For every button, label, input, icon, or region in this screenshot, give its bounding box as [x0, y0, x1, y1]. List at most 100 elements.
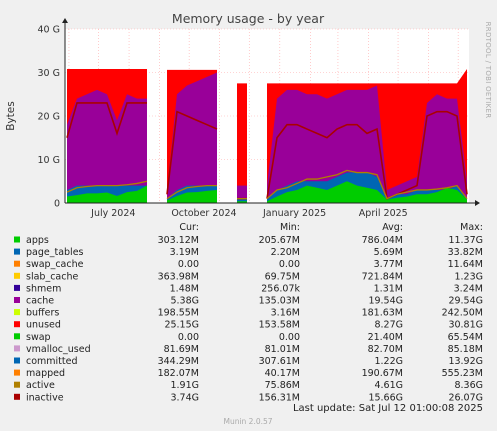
legend-value-cur: 0.00 — [178, 332, 199, 343]
legend-value-cur: 0.00 — [178, 259, 199, 270]
legend-value-avg: 1.31M — [374, 283, 403, 294]
series-area-cache — [267, 85, 467, 203]
legend-value-avg: 15.66G — [368, 392, 403, 403]
legend-value-cur: 1.91G — [170, 380, 199, 391]
legend: Cur: Min: Avg: Max: apps 303.12M 205.67M 786.04… — [14, 222, 483, 403]
legend-name: unused — [26, 320, 61, 331]
legend-value-cur: 3.74G — [170, 392, 199, 403]
series-line-active — [166, 184, 217, 200]
legend-value-avg: 19.54G — [368, 296, 403, 307]
legend-value-cur: 81.69M — [164, 344, 199, 355]
legend-value-cur: 1.48M — [170, 283, 199, 294]
legend-value-max: 1.23G — [454, 271, 483, 282]
x-tick-label: April 2025 — [359, 208, 408, 219]
y-tick-label: 40 G — [38, 25, 60, 36]
legend-value-cur: 3.19M — [170, 247, 199, 258]
legend-value-cur: 303.12M — [158, 235, 199, 246]
rrdtool-credit: RRDTOOL / TOBI OETIKER — [484, 22, 492, 119]
series-area-cache — [67, 89, 147, 203]
legend-name: committed — [26, 356, 78, 367]
legend-value-avg: 3.77M — [374, 259, 403, 270]
x-tick-label: October 2024 — [171, 208, 236, 219]
legend-name: inactive — [26, 392, 64, 403]
series-line-inactive — [266, 110, 468, 200]
axes: 0 10 G 20 G 30 G 40 G July 2024 October 2024 Ja… — [38, 18, 480, 219]
legend-value-avg: 4.61G — [374, 380, 403, 391]
series-line-active — [66, 180, 148, 193]
legend-swatch-inactive — [14, 393, 20, 400]
series-area-unused — [237, 83, 247, 203]
legend-name: vmalloc_used — [26, 344, 91, 355]
legend-swatch-swap_cache — [14, 260, 20, 267]
legend-value-min: 307.61M — [259, 356, 300, 367]
legend-name: active — [26, 380, 55, 391]
legend-swatch-mapped — [14, 369, 20, 376]
series-area-apps — [67, 185, 147, 203]
y-tick-label: 10 G — [38, 155, 60, 166]
legend-value-max: 242.50M — [442, 308, 483, 319]
legend-value-min: 256.07k — [261, 283, 300, 294]
legend-swatch-page_tables — [14, 248, 20, 255]
y-axis-arrow — [62, 18, 68, 23]
y-tick-label: 20 G — [38, 112, 60, 123]
series-area-apps — [267, 181, 467, 203]
legend-value-avg: 190.67M — [362, 368, 403, 379]
legend-value-min: 3.16M — [271, 308, 300, 319]
legend-value-max: 29.54G — [448, 296, 483, 307]
series-line-active — [266, 169, 468, 200]
legend-value-min: 156.31M — [259, 392, 300, 403]
legend-value-avg: 8.27G — [374, 320, 403, 331]
series-area-apps — [167, 189, 217, 203]
series-line-inactive — [166, 110, 218, 195]
legend-value-cur: 198.55M — [158, 308, 199, 319]
legend-value-max: 65.54M — [448, 332, 483, 343]
legend-value-avg: 721.84M — [362, 271, 403, 282]
series-lines — [66, 102, 468, 200]
legend-header: Min: — [280, 222, 300, 233]
legend-swatch-buffers — [14, 309, 20, 316]
legend-name: mapped — [26, 368, 65, 379]
legend-swatch-shmem — [14, 284, 20, 291]
legend-value-max: 11.64M — [448, 259, 483, 270]
legend-value-min: 2.20M — [271, 247, 300, 258]
legend-value-max: 8.36G — [454, 380, 483, 391]
legend-swatch-unused — [14, 321, 20, 328]
munin-version: Munin 2.0.57 — [223, 417, 272, 426]
legend-value-min: 69.75M — [265, 271, 300, 282]
legend-name: swap — [26, 332, 51, 343]
legend-value-avg: 82.70M — [368, 344, 403, 355]
legend-value-min: 40.17M — [265, 368, 300, 379]
legend-name: swap_cache — [26, 259, 84, 270]
legend-value-min: 135.03M — [259, 296, 300, 307]
legend-value-avg: 181.63M — [362, 308, 403, 319]
legend-name: buffers — [26, 308, 59, 319]
legend-name: slab_cache — [26, 271, 78, 282]
y-axis-label: Bytes — [5, 101, 17, 130]
legend-swatch-cache — [14, 297, 20, 303]
legend-value-max: 33.82M — [448, 247, 483, 258]
legend-value-min: 75.86M — [265, 380, 300, 391]
legend-header: Avg: — [382, 222, 403, 233]
legend-value-avg: 21.40M — [368, 332, 403, 343]
legend-name: shmem — [26, 283, 61, 294]
x-tick-label: July 2024 — [90, 208, 135, 219]
legend-swatch-slab_cache — [14, 272, 20, 279]
legend-value-cur: 344.29M — [158, 356, 199, 367]
legend-value-max: 555.23M — [442, 368, 483, 379]
legend-swatch-swap — [14, 333, 20, 340]
legend-value-cur: 25.15G — [164, 320, 199, 331]
legend-value-min: 153.58M — [259, 320, 300, 331]
legend-value-max: 85.18M — [448, 344, 483, 355]
x-tick-label: January 2025 — [262, 208, 326, 219]
legend-swatch-vmalloc_used — [14, 345, 20, 352]
last-update: Last update: Sat Jul 12 01:00:08 2025 — [293, 403, 483, 414]
series-line-inactive — [66, 102, 147, 138]
legend-name: cache — [26, 296, 54, 307]
legend-name: apps — [26, 235, 49, 246]
x-axis-arrow — [475, 200, 480, 206]
legend-swatch-committed — [14, 357, 20, 364]
y-tick-label: 0 — [54, 199, 60, 210]
legend-value-cur: 5.38G — [170, 296, 199, 307]
legend-header: Max: — [460, 222, 483, 233]
